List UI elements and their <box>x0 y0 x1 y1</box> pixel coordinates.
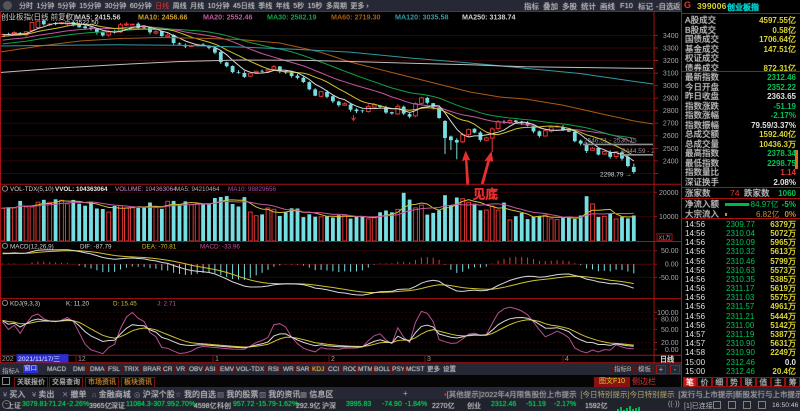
svg-text:3400: 3400 <box>663 33 679 40</box>
svg-text:80.00: 80.00 <box>661 316 679 323</box>
svg-text:2500: 2500 <box>663 146 679 153</box>
svg-text:20000: 20000 <box>659 190 679 197</box>
svg-text:100.00: 100.00 <box>657 310 679 317</box>
svg-text:12: 12 <box>78 356 86 363</box>
svg-text:202: 202 <box>2 356 14 363</box>
svg-text:D: 15.45: D: 15.45 <box>113 300 137 307</box>
svg-text:KDJ(9,3,3): KDJ(9,3,3) <box>10 300 40 307</box>
svg-text:K: 11.20: K: 11.20 <box>66 300 89 307</box>
svg-text:1: 1 <box>215 356 219 363</box>
svg-text:2444.59 - 2: 2444.59 - 2 <box>622 148 655 155</box>
svg-text:50.00: 50.00 <box>661 248 679 255</box>
svg-text:-50.00: -50.00 <box>659 275 679 282</box>
svg-text:VVOL: 104363064: VVOL: 104363064 <box>55 186 108 193</box>
svg-text:3200: 3200 <box>663 58 679 65</box>
svg-text:MA20: 2552.46: MA20: 2552.46 <box>203 13 253 22</box>
svg-text:MA5: 94210464: MA5: 94210464 <box>175 186 220 193</box>
svg-text:MACD(12,26,9): MACD(12,26,9) <box>10 243 54 250</box>
svg-text:4: 4 <box>565 356 569 363</box>
svg-text:3: 3 <box>427 356 431 363</box>
svg-text:创业板指(日线 前复权): 创业板指(日线 前复权) <box>1 12 76 22</box>
svg-text:←3522.50: ←3522.50 <box>69 19 99 26</box>
svg-text:3000: 3000 <box>663 83 679 90</box>
svg-text:VOLUME: 104363064: VOLUME: 104363064 <box>115 186 177 193</box>
svg-text:0.00: 0.00 <box>665 262 679 269</box>
svg-text:DEA: -70.81: DEA: -70.81 <box>142 243 177 250</box>
svg-text:50.00: 50.00 <box>661 327 679 334</box>
svg-text:见底: 见底 <box>473 187 498 202</box>
svg-text:VOL-TDX(5,10): VOL-TDX(5,10) <box>10 186 54 193</box>
svg-text:2546.51 - 2530.15: 2546.51 - 2530.15 <box>584 137 637 144</box>
svg-text:DIF: -87.79: DIF: -87.79 <box>80 243 112 250</box>
svg-text:3100: 3100 <box>663 71 679 78</box>
svg-text:2900: 2900 <box>663 96 679 103</box>
svg-text:2600: 2600 <box>663 133 679 140</box>
svg-text:20.00: 20.00 <box>661 340 679 347</box>
svg-text:X1万: X1万 <box>659 234 672 241</box>
svg-text:2: 2 <box>331 356 335 363</box>
svg-text:MA60: 2719.30: MA60: 2719.30 <box>331 13 381 22</box>
svg-text:MA30: 2582.19: MA30: 2582.19 <box>267 13 317 22</box>
svg-text:2400: 2400 <box>663 158 679 165</box>
svg-text:MA5: 2415.56: MA5: 2415.56 <box>75 13 121 22</box>
svg-text:MA10: 98829656: MA10: 98829656 <box>228 186 276 193</box>
svg-text:MA10: 2456.66: MA10: 2456.66 <box>138 13 188 22</box>
svg-text:10000: 10000 <box>659 214 679 221</box>
svg-text:MA120: 3035.58: MA120: 3035.58 <box>395 13 449 22</box>
svg-text:2298.79 →: 2298.79 → <box>600 172 632 179</box>
svg-text:2021/11/17/三: 2021/11/17/三 <box>18 355 60 363</box>
svg-text:3300: 3300 <box>663 45 679 52</box>
svg-text:MACD: -33.96: MACD: -33.96 <box>200 243 240 250</box>
svg-text:2800: 2800 <box>663 108 679 115</box>
svg-text:日线: 日线 <box>660 355 674 364</box>
svg-text:J: 2.71: J: 2.71 <box>157 300 176 307</box>
svg-text:2700: 2700 <box>663 121 679 128</box>
svg-text:0.00: 0.00 <box>665 347 679 354</box>
svg-text:MA250: 3138.74: MA250: 3138.74 <box>462 13 516 22</box>
